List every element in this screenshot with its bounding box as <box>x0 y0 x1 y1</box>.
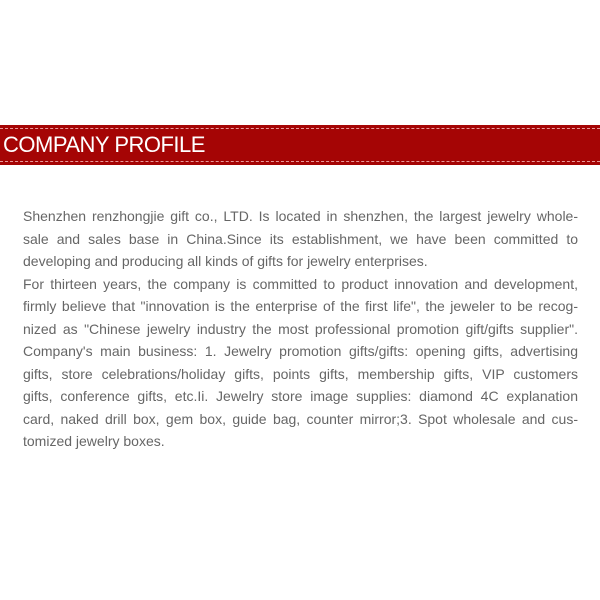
section-header-banner: COMPANY PROFILE <box>0 125 600 165</box>
text-line: card, naked drill box, gem box, guide ba… <box>23 410 578 427</box>
text-line: tomized jewelry boxes. <box>23 433 165 449</box>
text-line: For thirteen years, the company is commi… <box>23 275 578 292</box>
company-description: Shenzhen renzhongjie gift co., LTD. Is l… <box>23 205 578 453</box>
section-title: COMPANY PROFILE <box>3 132 205 157</box>
text-line: gifts, store celebrations/holiday gifts,… <box>23 365 578 382</box>
text-line: developing and producing all kinds of gi… <box>23 253 428 269</box>
text-line: Company's main business: 1. Jewelry prom… <box>23 343 578 359</box>
text-line: gifts, conference gifts, etc.Ii. Jewelry… <box>23 388 578 404</box>
decorative-dashed-line <box>0 128 600 129</box>
text-line: Shenzhen renzhongjie gift co., LTD. Is l… <box>23 208 578 224</box>
text-line: nized as "Chinese jewelry industry the m… <box>23 320 578 337</box>
text-line: sale and sales base in China.Since its e… <box>23 230 578 247</box>
text-line: firmly believe that "innovation is the e… <box>23 298 578 314</box>
decorative-dashed-line <box>0 161 600 162</box>
